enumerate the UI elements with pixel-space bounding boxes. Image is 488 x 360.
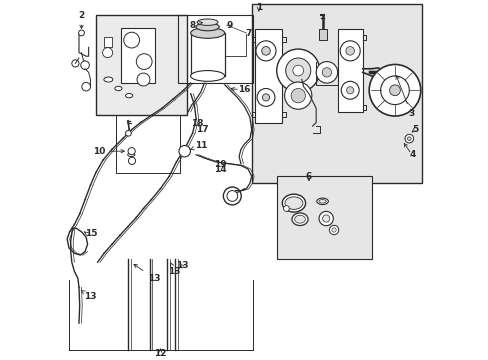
Circle shape [257,89,274,107]
Circle shape [255,41,275,61]
Ellipse shape [285,197,302,210]
Circle shape [341,81,358,99]
Text: 7: 7 [245,29,251,38]
Circle shape [380,76,408,105]
Ellipse shape [190,28,224,38]
Text: 19: 19 [213,160,226,169]
Ellipse shape [125,94,132,98]
Bar [251,4,421,183]
Bar [190,33,224,76]
Circle shape [407,137,410,140]
Circle shape [128,157,135,165]
Text: 3: 3 [395,76,413,118]
Bar [337,30,362,112]
Circle shape [125,130,131,136]
Circle shape [179,145,190,157]
Ellipse shape [196,23,219,31]
Ellipse shape [103,77,113,82]
Bar [276,176,371,258]
Bar [318,29,326,40]
Ellipse shape [190,71,224,81]
Bar [255,30,282,122]
Text: 12: 12 [154,349,166,358]
Ellipse shape [318,199,325,203]
Text: 4: 4 [409,150,415,159]
Circle shape [389,85,400,96]
Circle shape [137,73,150,86]
Bar [178,15,253,83]
Circle shape [318,211,333,226]
Circle shape [346,87,353,94]
Text: 13: 13 [175,261,188,270]
Circle shape [136,54,152,69]
Bar [115,115,180,173]
Text: 13: 13 [134,264,160,283]
Circle shape [128,148,135,155]
Ellipse shape [115,86,122,91]
Circle shape [331,228,336,232]
Text: 13: 13 [168,263,181,276]
Text: 9: 9 [226,21,233,30]
Circle shape [262,94,269,101]
Bar [96,15,187,115]
Circle shape [329,225,338,235]
Circle shape [102,48,112,58]
Ellipse shape [282,194,305,212]
Ellipse shape [197,19,218,26]
Text: 17: 17 [196,125,208,134]
Text: 8: 8 [189,21,202,30]
Circle shape [322,215,329,222]
Circle shape [284,82,311,109]
Circle shape [276,49,319,92]
Text: 16: 16 [238,85,250,94]
Ellipse shape [291,213,307,225]
Circle shape [285,58,310,83]
Text: 14: 14 [213,165,226,174]
Bar [104,36,112,47]
Circle shape [322,68,331,77]
Text: 10: 10 [93,147,124,156]
Circle shape [81,61,89,69]
Bar [121,28,155,83]
Text: 1: 1 [255,3,262,12]
Text: 2: 2 [78,10,84,28]
Ellipse shape [127,153,135,157]
Circle shape [290,89,305,103]
Circle shape [123,32,139,48]
Text: 5: 5 [412,125,418,134]
Circle shape [345,46,354,55]
Circle shape [261,46,270,55]
Circle shape [72,60,79,67]
Text: 15: 15 [85,229,97,238]
Ellipse shape [316,198,327,204]
Text: 18: 18 [191,119,203,128]
Circle shape [340,41,360,61]
Circle shape [283,206,289,211]
Circle shape [81,82,90,91]
Circle shape [404,134,413,143]
Text: 11: 11 [189,141,207,150]
Circle shape [368,64,420,116]
Text: 13: 13 [81,291,97,301]
Ellipse shape [294,215,305,223]
Circle shape [292,65,303,76]
Circle shape [79,30,84,36]
Circle shape [316,62,337,83]
Text: 6: 6 [305,172,311,181]
